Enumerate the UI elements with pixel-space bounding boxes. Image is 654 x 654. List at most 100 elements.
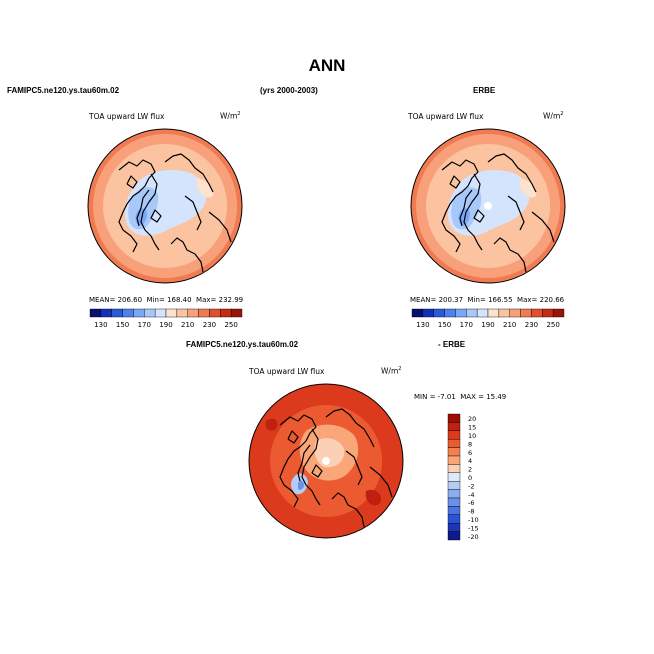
panel2-coastline-0 (441, 159, 479, 253)
panel1-cbar-swatch-0 (89, 308, 102, 318)
panel3-cbar-swatch-4 (447, 447, 461, 457)
model-case-label: FAMIPC5.ne120.ys.tau60m.02 (7, 86, 120, 95)
panel1-cbar-tick-5: 230 (203, 321, 216, 329)
panel3-cbar-swatch-6 (447, 464, 461, 474)
panel3-greenland-core (298, 480, 304, 490)
panel2-coastline-8 (531, 211, 555, 243)
panel1-cbar-tick-3: 190 (159, 321, 172, 329)
panel3-map-border (248, 383, 404, 539)
panel2-cbar-tick-1: 150 (438, 321, 451, 329)
panel2-cbar-tick-6: 250 (546, 321, 559, 329)
panel1-cbar-swatch-7 (165, 308, 178, 318)
diff-title-left: FAMIPC5.ne120.ys.tau60m.02 (186, 340, 299, 349)
panel3-cbar-swatch-12 (447, 514, 461, 524)
panel3-field (249, 384, 403, 538)
panel2-cbar-swatch-1 (422, 308, 434, 318)
panel3-cbar-swatch-1 (447, 422, 461, 431)
panel3-stats: MIN = -7.01 MAX = 15.49 (414, 393, 507, 401)
panel3-cbar-tick-8: -2 (468, 482, 474, 490)
panel3-outer-band (249, 384, 403, 538)
panel3-polar-map (248, 383, 404, 539)
panel1-coastline-6 (126, 175, 138, 189)
panel3-coastline-4 (297, 444, 311, 482)
panel2-cbar-swatch-12 (542, 308, 554, 318)
panel2-mean-value: 200.37 (438, 296, 464, 304)
panel1-colorbar: 130150170190210230250270 (89, 308, 243, 329)
panel2-cbar-swatch-11 (531, 308, 543, 318)
panel1-min-value: 168.40 (167, 296, 192, 304)
panel2-min-value: 166.55 (488, 296, 513, 304)
panel3-atlantic-patch (365, 489, 382, 506)
panel2-variable-label: TOA upward LW flux (408, 112, 484, 121)
panel2-cbar-swatch-4 (455, 308, 467, 318)
panel2-field (411, 129, 565, 283)
panel3-variable-label: TOA upward LW flux (249, 367, 325, 376)
panel3-cbar-swatch-3 (447, 439, 461, 448)
panel1-map-border (87, 128, 243, 284)
panel3-cbar-tick-4: 6 (468, 449, 472, 457)
panel1-coastline-4 (136, 189, 150, 227)
panel3-cbar-tick-6: 2 (468, 466, 472, 474)
panel3-max-value: 15.49 (486, 393, 507, 401)
panel1-stats: MEAN= 206.60 Min= 168.40 Max= 232.99 (89, 296, 244, 304)
panel1-mean-value: 206.60 (117, 296, 143, 304)
panel1-siberia-patch (197, 178, 214, 198)
panel2-max-value: 220.66 (539, 296, 565, 304)
panel3-cbar-tick-11: -8 (468, 508, 474, 516)
panel3-cbar-swatch-11 (447, 506, 461, 516)
panel2-cbar-tick-5: 230 (525, 321, 538, 329)
panel1-coastline-1 (140, 173, 160, 251)
panel1-cbar-swatch-2 (111, 308, 123, 318)
panel1-cbar-swatch-11 (209, 308, 221, 318)
panel2-cbar-swatch-7 (487, 308, 500, 318)
panel1-max-value: 232.99 (218, 296, 244, 304)
panel1-cbar-swatch-10 (198, 308, 210, 318)
panel3-coastline-6 (287, 430, 299, 444)
panel1-coastline-0 (118, 159, 156, 253)
panel2-cbar-tick-3: 190 (481, 321, 494, 329)
panel1-units-label: W/m2 (220, 111, 241, 121)
panel2-coastline-1 (463, 173, 483, 251)
panel3-cbar-swatch-2 (447, 430, 461, 440)
panel1-coastline-3 (170, 237, 204, 273)
panel2-coastline-6 (449, 175, 461, 189)
panel2-map-border (410, 128, 566, 284)
panel3-cbar-tick-0: 20 (468, 415, 476, 423)
panel1-cbar-tick-4: 210 (181, 321, 194, 329)
panel3-min-value: -7.01 (437, 393, 456, 401)
panel1-cbar-swatch-4 (133, 308, 145, 318)
panel3-central-arctic (314, 438, 345, 468)
panel1-cbar-tick-6: 250 (224, 321, 237, 329)
panel2-cbar-swatch-5 (466, 308, 478, 318)
panel3-cbar-tick-13: -15 (468, 524, 479, 532)
panel2-cbar-swatch-2 (433, 308, 445, 318)
panel3-cbar-tick-12: -10 (468, 516, 479, 524)
panel1-coastline-2 (164, 153, 214, 193)
panel2-cbar-swatch-8 (498, 308, 510, 318)
panel3-cbar-tick-14: -20 (468, 533, 479, 541)
panel1-polar-map (87, 128, 243, 284)
panel3-cbar-tick-7: 0 (468, 474, 472, 482)
panel2-coastline-7 (473, 209, 485, 223)
panel1-cbar-swatch-3 (122, 308, 134, 318)
panel2-cbar-swatch-9 (509, 308, 521, 318)
panel2-coastline-5 (507, 195, 525, 231)
panel2-cbar-tick-4: 210 (503, 321, 516, 329)
panel2-cbar-swatch-3 (444, 308, 456, 318)
panel3-coastline-3 (331, 492, 365, 528)
panel3-cbar-tick-5: 4 (468, 457, 472, 465)
panel2-units-label: W/m2 (543, 111, 564, 121)
panel1-cbar-tick-1: 150 (116, 321, 129, 329)
panel1-coastline-8 (208, 211, 232, 243)
panel1-cbar-tick-2: 170 (138, 321, 151, 329)
panel3-cbar-swatch-9 (447, 489, 461, 499)
panel2-cbar-swatch-0 (411, 308, 424, 318)
diff-title-right: - ERBE (438, 340, 466, 349)
panel3-cbar-swatch-10 (447, 497, 461, 507)
panel3-cbar-swatch-8 (447, 480, 461, 490)
panel2-siberia-patch (520, 178, 537, 198)
panel2-stats: MEAN= 200.37 Min= 166.55 Max= 220.66 (410, 296, 565, 304)
panel2-coastline-3 (493, 237, 527, 273)
